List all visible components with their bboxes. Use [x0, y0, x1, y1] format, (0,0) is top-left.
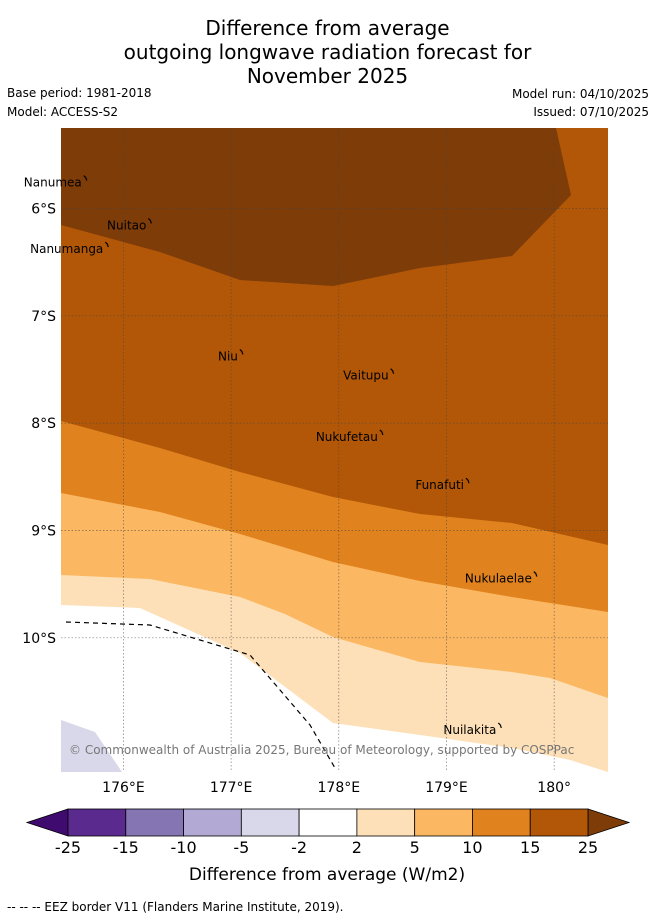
- title-line-2: outgoing longwave radiation forecast for: [123, 40, 532, 64]
- island-label: Nuitao: [107, 218, 146, 232]
- colorbar-bin: [472, 808, 531, 837]
- model-run: Model run: 04/10/2025: [511, 87, 649, 101]
- island-marker: [147, 218, 152, 224]
- y-tick-label: 6°S: [31, 202, 56, 218]
- x-tick-label: 179°E: [425, 780, 468, 796]
- island-label: Nanumanga: [30, 242, 103, 256]
- y-tick-label: 8°S: [31, 416, 56, 432]
- issued-date: Issued: 07/10/2025: [533, 105, 649, 119]
- island-label: Nanumea: [24, 176, 82, 190]
- island-marker: [83, 175, 88, 181]
- colorbar-tick-label: -2: [291, 838, 307, 857]
- island-marker: [390, 368, 395, 374]
- plot-area: [61, 128, 608, 772]
- colorbar-tick-label: -5: [233, 838, 249, 857]
- colorbar-under-arrow: [25, 808, 69, 837]
- colorbar-bin: [414, 808, 473, 837]
- island-label: Nukulaelae: [465, 572, 532, 586]
- eez-border: [65, 621, 336, 769]
- colorbar-tick-label: 25: [578, 838, 598, 857]
- island-marker: [533, 571, 538, 577]
- colorbar-tick-label: 2: [352, 838, 362, 857]
- y-tick-label: 7°S: [31, 309, 56, 325]
- colorbar-bin: [298, 808, 358, 837]
- colorbar: -25 -15 -10 -5 -2 2 5 10 15 25: [25, 808, 631, 857]
- title-line-3: November 2025: [246, 64, 409, 88]
- x-tick-label: 176°E: [102, 780, 145, 796]
- island-label: Nuilakita: [443, 723, 496, 737]
- copyright-text: © Commonwealth of Australia 2025, Bureau…: [69, 743, 574, 757]
- colorbar-bin: [125, 808, 184, 837]
- island-marker: [465, 477, 470, 484]
- colorbar-bin: [67, 808, 127, 837]
- islands: Nanumea Nuitao Nanumanga Niu Vaitupu Nukufeta…: [24, 175, 538, 737]
- y-tick-label: 10°S: [22, 631, 56, 647]
- colorbar-label: Difference from average (W/m2): [189, 865, 465, 885]
- colorbar-bin: [529, 808, 589, 837]
- eez-footnote: -- -- -- EEZ border V11 (Flanders Marine…: [7, 900, 344, 914]
- colorbar-tick-label: 5: [410, 838, 420, 857]
- island-label: Niu: [218, 349, 238, 363]
- gridlines: [61, 128, 608, 772]
- title-line-1: Difference from average: [205, 16, 450, 40]
- island-marker: [104, 241, 109, 248]
- base-period: Base period: 1981-2018: [7, 86, 152, 100]
- island-label: Vaitupu: [343, 369, 389, 383]
- colorbar-bin: [183, 808, 242, 837]
- x-tick-label: 177°E: [210, 780, 253, 796]
- colorbar-bin: [356, 808, 416, 837]
- colorbar-tick-label: -15: [113, 838, 139, 857]
- x-tick-label: 178°E: [318, 780, 361, 796]
- colorbar-tick-label: 10: [462, 838, 482, 857]
- colorbar-tick-label: 15: [520, 838, 540, 857]
- colorbar-tick-label: -10: [170, 838, 196, 857]
- axis-ticks: 176°E 177°E 178°E 179°E 180° 6°S 7°S 8°S 9°S 10°S: [22, 202, 571, 797]
- model-name: Model: ACCESS-S2: [7, 105, 119, 119]
- island-marker: [379, 429, 384, 436]
- x-tick-label: 180°: [537, 780, 571, 796]
- colorbar-over-arrow: [587, 808, 631, 837]
- chart-title: Difference from average outgoing longwav…: [0, 16, 655, 88]
- band-minus2-2: [61, 605, 608, 772]
- island-label: Nukufetau: [316, 430, 378, 444]
- y-tick-label: 9°S: [31, 524, 56, 540]
- colorbar-tick-label: -25: [55, 838, 81, 857]
- band-over-25: [61, 128, 571, 286]
- island-label: Funafuti: [415, 478, 464, 492]
- band-minus5-minus2: [61, 720, 122, 772]
- island-marker: [239, 348, 244, 355]
- island-marker: [497, 722, 502, 729]
- colorbar-bin: [240, 808, 300, 837]
